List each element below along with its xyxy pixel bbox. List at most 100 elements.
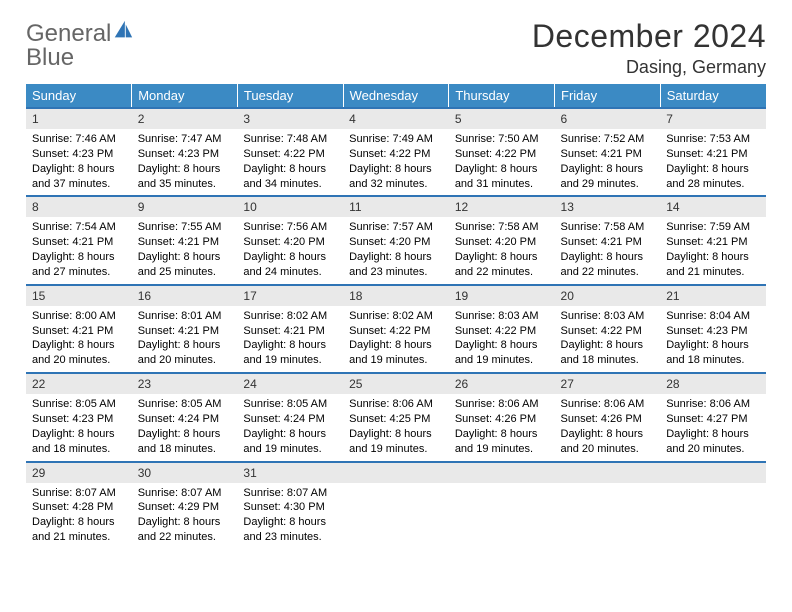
day-details: Sunrise: 8:02 AMSunset: 4:22 PMDaylight:… (343, 306, 449, 372)
day-number: 1 (26, 109, 132, 129)
daylight-text-1: Daylight: 8 hours (561, 162, 655, 177)
sunrise-text: Sunrise: 8:01 AM (138, 309, 232, 324)
day-cell: 1Sunrise: 7:46 AMSunset: 4:23 PMDaylight… (26, 108, 132, 196)
day-cell: 16 Sunrise: 8:01 AMSunset: 4:21 PMDayligh… (132, 285, 238, 373)
daylight-text-1: Daylight: 8 hours (455, 162, 549, 177)
daylight-text-2: and 21 minutes. (32, 530, 126, 545)
day-details: Sunrise: 8:05 AMSunset: 4:23 PMDaylight:… (26, 394, 132, 460)
sunset-text: Sunset: 4:22 PM (455, 324, 549, 339)
day-details: Sunrise: 7:54 AMSunset: 4:21 PMDaylight:… (26, 217, 132, 283)
weekday-header: Tuesday (237, 84, 343, 108)
sunrise-text: Sunrise: 8:06 AM (349, 397, 443, 412)
day-details: Sunrise: 8:07 AMSunset: 4:30 PMDaylight:… (237, 483, 343, 549)
sunrise-text: Sunrise: 7:58 AM (561, 220, 655, 235)
day-details: Sunrise: 7:58 AMSunset: 4:21 PMDaylight:… (555, 217, 661, 283)
day-cell: 27Sunrise: 8:06 AMSunset: 4:26 PMDayligh… (555, 373, 661, 461)
day-details: Sunrise: 8:03 AMSunset: 4:22 PMDaylight:… (555, 306, 661, 372)
daylight-text-1: Daylight: 8 hours (243, 515, 337, 530)
day-number: 5 (449, 109, 555, 129)
day-number: 29 (26, 463, 132, 483)
empty-day-header (660, 463, 766, 483)
sunset-text: Sunset: 4:24 PM (243, 412, 337, 427)
daylight-text-2: and 24 minutes. (243, 265, 337, 280)
day-cell: 15Sunrise: 8:00 AMSunset: 4:21 PMDayligh… (26, 285, 132, 373)
day-number: 28 (660, 374, 766, 394)
sunset-text: Sunset: 4:22 PM (349, 324, 443, 339)
daylight-text-1: Daylight: 8 hours (455, 250, 549, 265)
day-cell: 30Sunrise: 8:07 AMSunset: 4:29 PMDayligh… (132, 462, 238, 550)
day-number: 2 (132, 109, 238, 129)
day-number: 17 (237, 286, 343, 306)
day-details: Sunrise: 8:07 AMSunset: 4:28 PMDaylight:… (26, 483, 132, 549)
daylight-text-2: and 32 minutes. (349, 177, 443, 192)
daylight-text-2: and 20 minutes. (666, 442, 760, 457)
daylight-text-1: Daylight: 8 hours (561, 250, 655, 265)
sunset-text: Sunset: 4:21 PM (138, 324, 232, 339)
daylight-text-2: and 35 minutes. (138, 177, 232, 192)
sunrise-text: Sunrise: 7:58 AM (455, 220, 549, 235)
day-details: Sunrise: 7:53 AMSunset: 4:21 PMDaylight:… (660, 129, 766, 195)
daylight-text-2: and 29 minutes. (561, 177, 655, 192)
sunset-text: Sunset: 4:24 PM (138, 412, 232, 427)
week-row: 1Sunrise: 7:46 AMSunset: 4:23 PMDaylight… (26, 108, 766, 196)
day-cell: 4Sunrise: 7:49 AMSunset: 4:22 PMDaylight… (343, 108, 449, 196)
week-row: 15Sunrise: 8:00 AMSunset: 4:21 PMDayligh… (26, 285, 766, 373)
week-row: 29Sunrise: 8:07 AMSunset: 4:28 PMDayligh… (26, 462, 766, 550)
daylight-text-2: and 21 minutes. (666, 265, 760, 280)
day-details: Sunrise: 8:07 AMSunset: 4:29 PMDaylight:… (132, 483, 238, 549)
day-cell: 26Sunrise: 8:06 AMSunset: 4:26 PMDayligh… (449, 373, 555, 461)
sunset-text: Sunset: 4:23 PM (138, 147, 232, 162)
day-details: Sunrise: 8:06 AMSunset: 4:27 PMDaylight:… (660, 394, 766, 460)
daylight-text-1: Daylight: 8 hours (349, 427, 443, 442)
day-cell: 12Sunrise: 7:58 AMSunset: 4:20 PMDayligh… (449, 196, 555, 284)
day-cell: 7Sunrise: 7:53 AMSunset: 4:21 PMDaylight… (660, 108, 766, 196)
daylight-text-1: Daylight: 8 hours (243, 162, 337, 177)
day-cell (449, 462, 555, 550)
daylight-text-2: and 19 minutes. (243, 442, 337, 457)
daylight-text-2: and 20 minutes. (32, 353, 126, 368)
daylight-text-2: and 19 minutes. (243, 353, 337, 368)
daylight-text-1: Daylight: 8 hours (455, 427, 549, 442)
sunset-text: Sunset: 4:21 PM (666, 147, 760, 162)
day-number: 16 (132, 286, 238, 306)
daylight-text-1: Daylight: 8 hours (666, 250, 760, 265)
daylight-text-2: and 18 minutes. (561, 353, 655, 368)
daylight-text-1: Daylight: 8 hours (32, 250, 126, 265)
sunset-text: Sunset: 4:23 PM (666, 324, 760, 339)
day-details: Sunrise: 8:04 AMSunset: 4:23 PMDaylight:… (660, 306, 766, 372)
sunrise-text: Sunrise: 8:07 AM (243, 486, 337, 501)
daylight-text-2: and 34 minutes. (243, 177, 337, 192)
weekday-header: Monday (132, 84, 238, 108)
daylight-text-2: and 20 minutes. (561, 442, 655, 457)
sunrise-text: Sunrise: 7:54 AM (32, 220, 126, 235)
brand-word1: General (26, 20, 111, 47)
sunrise-text: Sunrise: 8:06 AM (561, 397, 655, 412)
title-block: December 2024 Dasing, Germany (532, 18, 766, 78)
weekday-header: Thursday (449, 84, 555, 108)
day-number: 10 (237, 197, 343, 217)
daylight-text-1: Daylight: 8 hours (349, 338, 443, 353)
day-cell: 5Sunrise: 7:50 AMSunset: 4:22 PMDaylight… (449, 108, 555, 196)
calendar-table: Sunday Monday Tuesday Wednesday Thursday… (26, 84, 766, 550)
daylight-text-1: Daylight: 8 hours (138, 338, 232, 353)
daylight-text-2: and 20 minutes. (138, 353, 232, 368)
daylight-text-2: and 31 minutes. (455, 177, 549, 192)
sunset-text: Sunset: 4:20 PM (349, 235, 443, 250)
day-details: Sunrise: 8:06 AMSunset: 4:26 PMDaylight:… (555, 394, 661, 460)
sunrise-text: Sunrise: 7:52 AM (561, 132, 655, 147)
empty-day-body (555, 483, 661, 533)
daylight-text-2: and 19 minutes. (349, 353, 443, 368)
daylight-text-2: and 23 minutes. (349, 265, 443, 280)
day-cell: 29Sunrise: 8:07 AMSunset: 4:28 PMDayligh… (26, 462, 132, 550)
day-cell: 20Sunrise: 8:03 AMSunset: 4:22 PMDayligh… (555, 285, 661, 373)
sunrise-text: Sunrise: 7:49 AM (349, 132, 443, 147)
sunset-text: Sunset: 4:25 PM (349, 412, 443, 427)
daylight-text-2: and 22 minutes. (138, 530, 232, 545)
weekday-header: Sunday (26, 84, 132, 108)
day-cell: 6Sunrise: 7:52 AMSunset: 4:21 PMDaylight… (555, 108, 661, 196)
day-number: 20 (555, 286, 661, 306)
day-cell: 25Sunrise: 8:06 AMSunset: 4:25 PMDayligh… (343, 373, 449, 461)
daylight-text-2: and 18 minutes. (138, 442, 232, 457)
day-cell: 28Sunrise: 8:06 AMSunset: 4:27 PMDayligh… (660, 373, 766, 461)
day-number: 26 (449, 374, 555, 394)
